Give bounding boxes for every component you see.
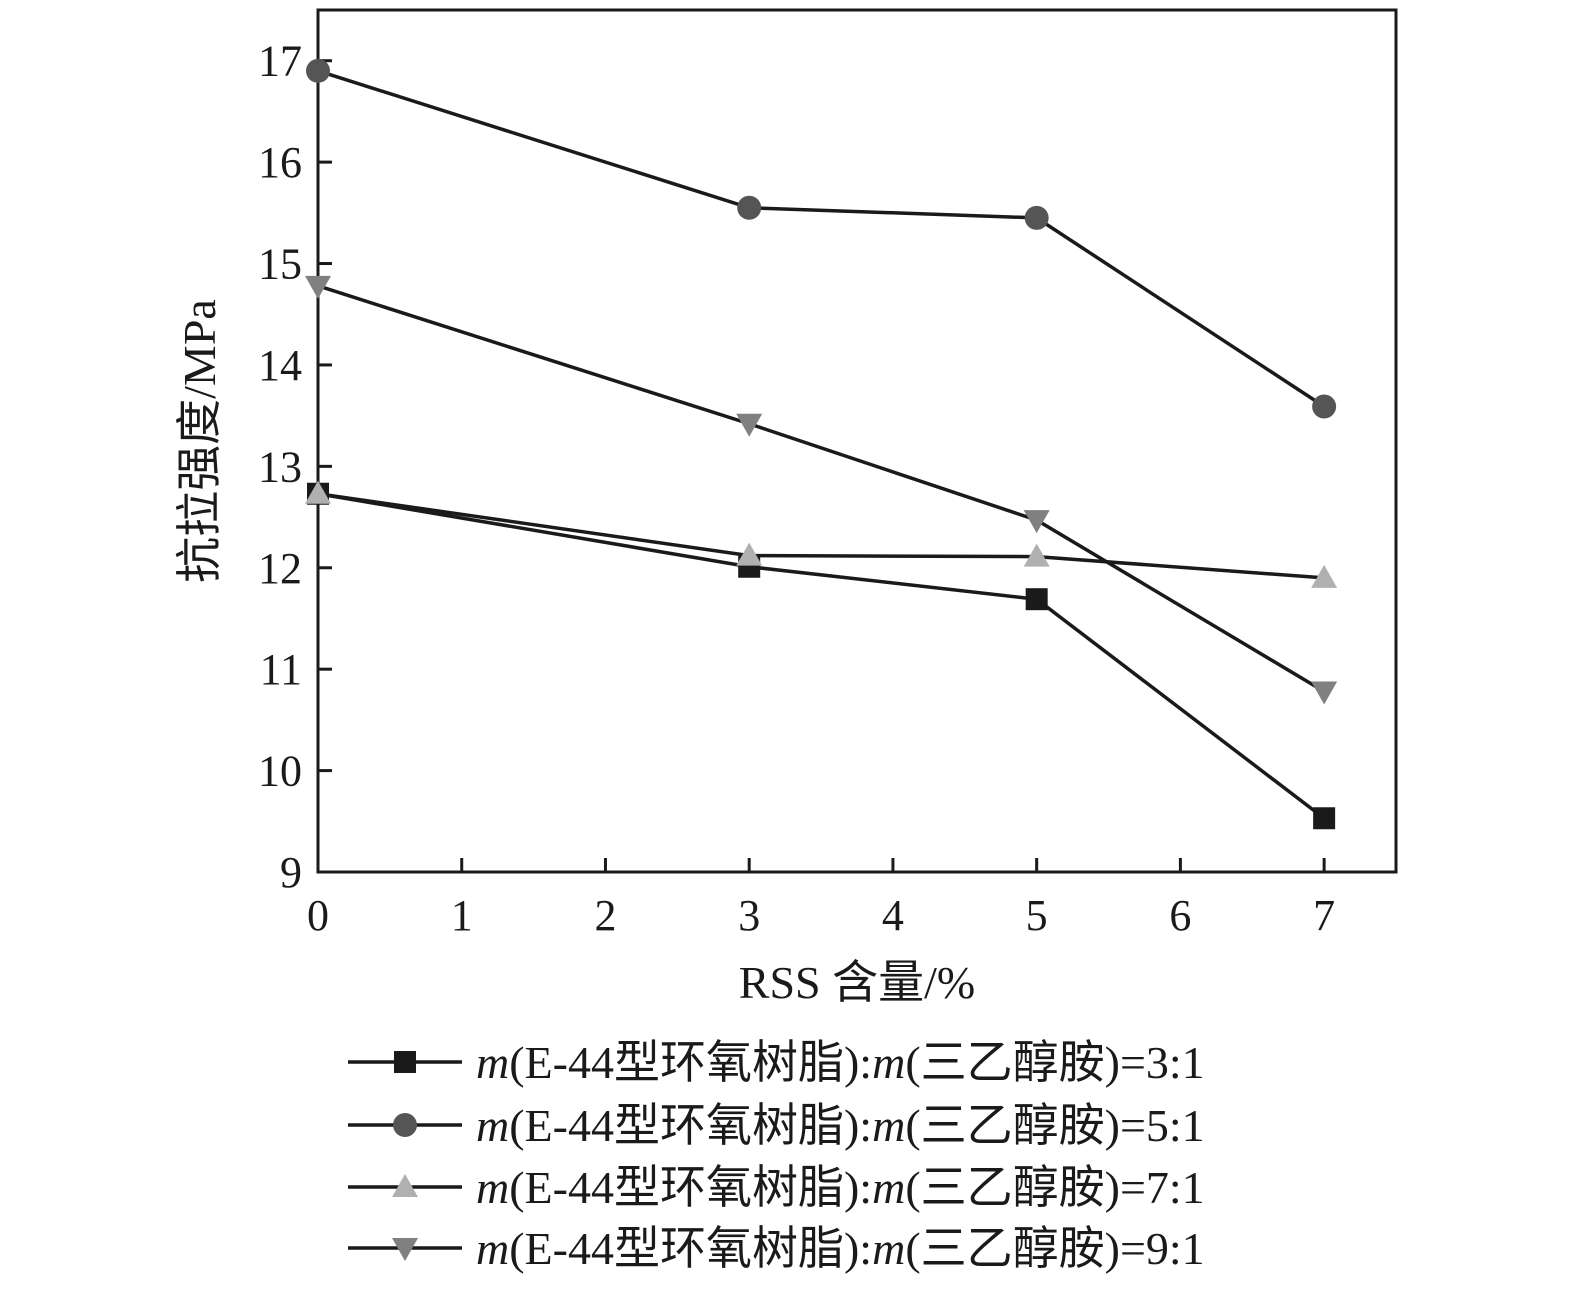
legend-item: m(E-44型环氧树脂):m(三乙醇胺)=9:1 bbox=[348, 1223, 1205, 1274]
series-line bbox=[317, 492, 1325, 580]
legend-marker bbox=[392, 1238, 418, 1261]
data-point bbox=[1025, 588, 1048, 611]
data-point bbox=[1311, 681, 1338, 705]
legend-label-part: m bbox=[872, 1223, 905, 1274]
series-line bbox=[317, 69, 1326, 408]
series-3 bbox=[305, 480, 1338, 588]
data-point bbox=[736, 413, 763, 437]
data-point bbox=[305, 480, 331, 504]
legend-label-part: (E-44型环氧树脂): bbox=[509, 1100, 872, 1151]
legend-label-part: (三乙醇胺)=5:1 bbox=[905, 1100, 1204, 1151]
y-tick-label: 9 bbox=[280, 848, 302, 897]
x-tick-label: 4 bbox=[882, 891, 904, 940]
data-point bbox=[736, 542, 763, 566]
legend-marker bbox=[392, 1174, 418, 1197]
legend: m(E-44型环氧树脂):m(三乙醇胺)=3:1m(E-44型环氧树脂):m(三… bbox=[348, 1037, 1205, 1274]
legend-label-part: (三乙醇胺)=3:1 bbox=[905, 1037, 1204, 1088]
legend-marker bbox=[394, 1051, 416, 1073]
x-tick-label: 7 bbox=[1313, 891, 1335, 940]
legend-label: m(E-44型环氧树脂):m(三乙醇胺)=3:1 bbox=[476, 1037, 1205, 1088]
legend-label: m(E-44型环氧树脂):m(三乙醇胺)=7:1 bbox=[476, 1162, 1205, 1213]
legend-label-part: m bbox=[476, 1162, 509, 1213]
legend-label-part: (E-44型环氧树脂): bbox=[509, 1162, 872, 1213]
legend-label-part: (E-44型环氧树脂): bbox=[509, 1037, 872, 1088]
legend-label-part: m bbox=[476, 1037, 509, 1088]
legend-item: m(E-44型环氧树脂):m(三乙醇胺)=3:1 bbox=[348, 1037, 1205, 1088]
x-tick-label: 5 bbox=[1026, 891, 1048, 940]
legend-label-part: m bbox=[476, 1223, 509, 1274]
legend-item: m(E-44型环氧树脂):m(三乙醇胺)=5:1 bbox=[348, 1100, 1205, 1151]
y-tick-label: 12 bbox=[258, 544, 302, 593]
series-layer bbox=[305, 58, 1338, 830]
legend-label: m(E-44型环氧树脂):m(三乙醇胺)=9:1 bbox=[476, 1223, 1205, 1274]
y-tick-label: 11 bbox=[260, 645, 302, 694]
series-2 bbox=[306, 58, 1337, 419]
x-tick-label: 1 bbox=[451, 891, 473, 940]
y-tick-label: 10 bbox=[258, 747, 302, 796]
y-tick-label: 17 bbox=[258, 37, 302, 86]
data-point bbox=[305, 275, 331, 299]
series-1 bbox=[307, 482, 1336, 830]
legend-label-part: (三乙醇胺)=9:1 bbox=[905, 1223, 1204, 1274]
x-axis: 0 1 2 3 4 5 6 7 bbox=[307, 858, 1335, 940]
y-axis-title: 抗拉强度/MPa bbox=[174, 299, 225, 583]
data-point bbox=[1311, 564, 1338, 588]
data-point bbox=[737, 195, 762, 220]
legend-label-part: (三乙醇胺)=7:1 bbox=[905, 1162, 1204, 1213]
legend-marker bbox=[393, 1113, 417, 1137]
data-point bbox=[1023, 510, 1050, 534]
series-line bbox=[317, 284, 1326, 693]
y-tick-label: 13 bbox=[258, 442, 302, 491]
legend-label: m(E-44型环氧树脂):m(三乙醇胺)=5:1 bbox=[476, 1100, 1205, 1151]
data-point bbox=[1024, 205, 1049, 230]
legend-label-part: m bbox=[872, 1162, 905, 1213]
data-point bbox=[1313, 807, 1336, 830]
legend-label-part: (E-44型环氧树脂): bbox=[509, 1223, 872, 1274]
data-point bbox=[1312, 394, 1337, 419]
x-axis-title: RSS 含量/% bbox=[739, 957, 975, 1008]
y-tick-label: 14 bbox=[258, 341, 302, 390]
legend-item: m(E-44型环氧树脂):m(三乙醇胺)=7:1 bbox=[348, 1162, 1205, 1213]
data-point bbox=[1023, 543, 1050, 567]
x-tick-label: 6 bbox=[1169, 891, 1191, 940]
data-point bbox=[306, 58, 330, 83]
x-tick-label: 2 bbox=[594, 891, 616, 940]
legend-label-part: m bbox=[872, 1100, 905, 1151]
y-tick-label: 15 bbox=[258, 240, 302, 289]
x-tick-label: 0 bbox=[307, 891, 329, 940]
series-4 bbox=[305, 275, 1338, 705]
legend-label-part: m bbox=[476, 1100, 509, 1151]
legend-label-part: m bbox=[872, 1037, 905, 1088]
x-tick-label: 3 bbox=[738, 891, 760, 940]
y-tick-label: 16 bbox=[258, 138, 302, 187]
series-line bbox=[317, 492, 1326, 820]
y-axis: 9 10 11 12 13 14 15 16 17 bbox=[258, 37, 332, 897]
plot-area bbox=[316, 8, 1398, 874]
